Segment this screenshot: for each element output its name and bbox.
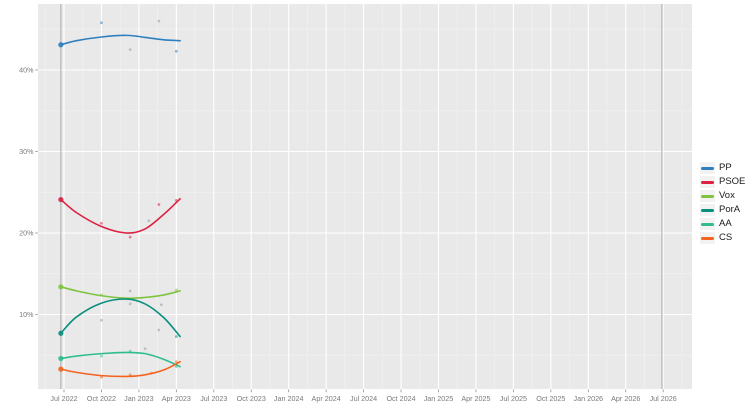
election-result-point-CS [58,366,64,372]
legend-label-PP: PP [719,162,732,173]
poll-point-AA [100,354,103,358]
legend-key-AA [701,222,714,226]
legend-item-PSOE: PSOE [700,175,745,189]
x-tick-label: Oct 2023 [237,394,266,403]
trend-line-CS [60,360,181,378]
poll-point-CS [100,375,103,379]
poll-point-Vox [174,288,178,292]
y-tick-label: 10% [19,310,34,319]
poll-point-PorA [128,302,132,306]
legend-item-PorA: PorA [700,203,745,217]
trend-line-PP [60,34,181,46]
legend-keybox-Vox [700,190,715,202]
legend-key-PorA [701,208,714,212]
trend-line-PSOE [60,197,181,234]
legend-keybox-PP [700,162,715,174]
legend-label-Vox: Vox [719,190,735,201]
legend-keybox-AA [700,218,715,230]
legend-item-CS: CS [700,231,745,245]
x-tick-label: Apr 2026 [611,394,640,403]
legend: PP PSOE Vox PorA AA CS [700,161,745,245]
x-tick-label: Oct 2022 [87,394,116,403]
x-tick-label: Jul 2024 [350,394,377,403]
legend-key-PP [701,166,714,170]
x-tick-label: Jul 2025 [500,394,527,403]
y-tick-label: 20% [19,229,34,238]
legend-label-CS: CS [719,232,733,243]
y-tick-label: 30% [19,147,34,156]
trend-line-PorA [60,298,181,338]
legend-keybox-CS [700,232,715,244]
trend-line-AA [60,351,181,368]
poll-point-PP [100,21,103,25]
legend-keybox-PorA [700,204,715,216]
election-result-point-Vox [58,284,64,290]
election-result-point-PorA [58,330,64,336]
x-tick-label: Apr 2023 [162,394,191,403]
plot-panel [38,4,692,389]
election-result-point-AA [58,355,64,362]
legend-keybox-PSOE [700,176,715,188]
poll-point-PSOE [157,203,161,206]
poll-point-PorA [157,328,161,332]
poll-point-CS [174,360,178,364]
x-tick-label: Apr 2024 [312,394,341,403]
poll-point-PP [157,19,161,23]
poll-point-Vox [159,303,163,307]
trend-line-Vox [60,285,181,300]
x-tick-label: Jul 2026 [650,394,677,403]
x-tick-label: Jan 2026 [573,394,603,403]
legend-item-PP: PP [700,161,745,175]
series-layer [58,19,181,379]
poll-point-PorA [174,335,178,338]
poll-point-PSOE [128,235,132,239]
poll-point-PSOE [147,219,151,223]
x-tick-label: Jan 2024 [274,394,304,403]
election-result-point-PSOE [58,196,64,203]
poll-point-PSOE [100,221,103,225]
legend-item-AA: AA [700,217,745,231]
x-tick-label: Apr 2025 [461,394,490,403]
legend-item-Vox: Vox [700,189,745,203]
y-tick-label: 40% [19,66,34,75]
x-tick-label: Oct 2025 [536,394,565,403]
legend-key-PSOE [701,180,714,184]
legend-label-PSOE: PSOE [719,176,746,187]
poll-point-PorA [100,318,103,322]
legend-key-CS [701,236,714,240]
election-result-point-PP [58,42,64,48]
x-tick-label: Oct 2024 [386,394,415,403]
poll-point-Vox [128,289,132,293]
legend-label-PorA: PorA [719,204,741,215]
x-tick-label: Jul 2022 [50,394,77,403]
x-tick-label: Jan 2025 [424,394,454,403]
poll-point-AA [143,347,147,351]
poll-point-PP [128,48,132,52]
x-tick-label: Jan 2023 [124,394,154,403]
legend-label-AA: AA [719,218,732,229]
x-tick-label: Jul 2023 [200,394,227,403]
poll-point-PP [174,49,178,53]
legend-key-Vox [701,194,714,198]
